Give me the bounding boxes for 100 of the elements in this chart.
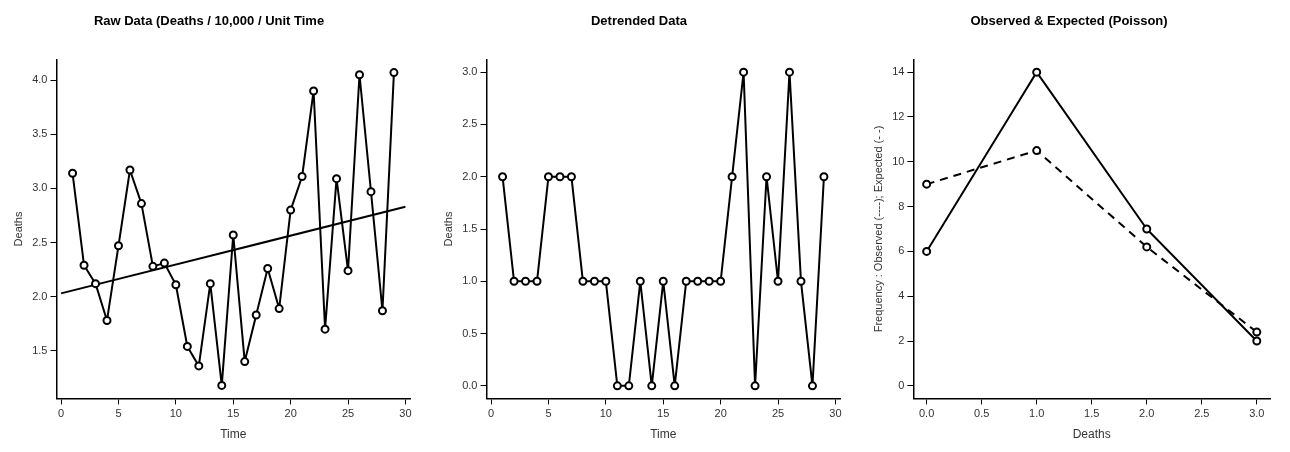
point xyxy=(68,168,78,178)
point xyxy=(727,172,737,182)
y-tick-label: 1.5 xyxy=(32,343,48,356)
x-axis-title: Time xyxy=(650,427,677,442)
y-tick-label: 8 xyxy=(898,199,905,212)
point xyxy=(136,199,146,209)
y-tick-label: 4 xyxy=(898,289,905,302)
point xyxy=(102,315,112,325)
point xyxy=(171,280,181,290)
y-tick-label: 4.0 xyxy=(32,73,48,86)
x-tick-label: 20 xyxy=(284,407,297,420)
point xyxy=(819,172,829,182)
point xyxy=(125,165,135,175)
point xyxy=(320,324,330,334)
y-axis-title: Frequency : Observed (----); Expected (- -) xyxy=(871,125,884,333)
y-tick-label: 2.0 xyxy=(462,169,478,182)
point xyxy=(647,381,657,391)
point xyxy=(785,67,794,77)
point xyxy=(274,304,284,314)
x-tick-label: 1.0 xyxy=(1029,407,1045,420)
point xyxy=(922,246,932,256)
x-tick-label: 10 xyxy=(599,407,612,420)
y-tick-label: 2.0 xyxy=(32,289,48,302)
x-tick-label: 2.0 xyxy=(1139,407,1155,420)
point xyxy=(1032,146,1042,156)
point xyxy=(1032,67,1042,77)
point xyxy=(217,380,227,390)
x-tick-label: 15 xyxy=(227,407,240,420)
point xyxy=(658,276,668,286)
point xyxy=(286,205,296,215)
point xyxy=(750,381,760,391)
point xyxy=(704,276,714,286)
y-tick-label: 0.0 xyxy=(462,378,478,391)
point xyxy=(366,187,376,197)
point xyxy=(1252,327,1262,337)
x-tick-label: 5 xyxy=(115,407,122,420)
point xyxy=(1252,336,1262,346)
chart-title: Observed & Expected (Poisson) xyxy=(970,13,1168,29)
x-tick-label: 30 xyxy=(399,407,412,420)
point xyxy=(1142,224,1152,234)
point xyxy=(309,86,319,96)
x-tick-label: 1.5 xyxy=(1084,407,1100,420)
point xyxy=(509,276,519,286)
point xyxy=(521,276,531,286)
y-tick-label: 12 xyxy=(892,109,905,122)
y-tick-label: 1.5 xyxy=(462,222,478,235)
point xyxy=(681,276,691,286)
x-tick-label: 3.0 xyxy=(1249,407,1265,420)
y-tick-label: 0 xyxy=(898,378,905,391)
point xyxy=(251,310,261,320)
point xyxy=(91,279,101,289)
point xyxy=(670,381,680,391)
point xyxy=(807,381,817,391)
point xyxy=(389,68,399,78)
x-tick-label: 0.5 xyxy=(974,407,990,420)
point xyxy=(716,276,726,286)
x-axis-title: Deaths xyxy=(1072,427,1111,442)
x-tick-label: 25 xyxy=(341,407,355,420)
y-tick-label: 0.5 xyxy=(462,326,478,339)
x-tick-label: 20 xyxy=(714,407,727,420)
y-tick-label: 2.5 xyxy=(462,117,478,130)
x-tick-label: 0.0 xyxy=(918,407,935,420)
point xyxy=(148,261,158,271)
point xyxy=(762,172,772,182)
point xyxy=(635,276,645,286)
y-axis-title: Deaths xyxy=(441,211,454,247)
x-tick-label: 30 xyxy=(829,407,842,420)
y-tick-label: 1.0 xyxy=(462,274,478,287)
point xyxy=(555,172,565,182)
x-tick-label: 10 xyxy=(169,407,182,420)
point xyxy=(205,279,215,289)
y-tick-label: 3.0 xyxy=(462,65,478,78)
x-tick-label: 2.5 xyxy=(1194,407,1210,420)
point xyxy=(693,276,703,286)
y-tick-label: 3.5 xyxy=(32,127,48,140)
point xyxy=(589,276,599,286)
point xyxy=(377,306,387,316)
x-tick-label: 15 xyxy=(657,407,670,420)
y-tick-label: 6 xyxy=(898,244,905,257)
point xyxy=(79,260,89,270)
y-tick-label: 14 xyxy=(892,65,905,78)
point xyxy=(297,172,307,181)
point xyxy=(543,172,553,182)
point xyxy=(240,357,250,367)
point xyxy=(194,361,204,371)
point xyxy=(612,381,622,391)
point xyxy=(1142,242,1152,252)
point xyxy=(578,276,588,286)
point xyxy=(796,276,806,286)
point xyxy=(332,174,342,184)
y-tick-label: 3.0 xyxy=(32,181,48,194)
x-tick-label: 0 xyxy=(58,407,65,420)
point xyxy=(113,241,123,251)
y-tick-label: 2 xyxy=(898,334,905,347)
point xyxy=(159,258,169,268)
y-tick-label: 2.5 xyxy=(32,235,48,248)
point xyxy=(355,70,364,80)
point xyxy=(773,276,783,286)
point xyxy=(624,381,634,391)
x-axis-title: Time xyxy=(220,427,247,442)
